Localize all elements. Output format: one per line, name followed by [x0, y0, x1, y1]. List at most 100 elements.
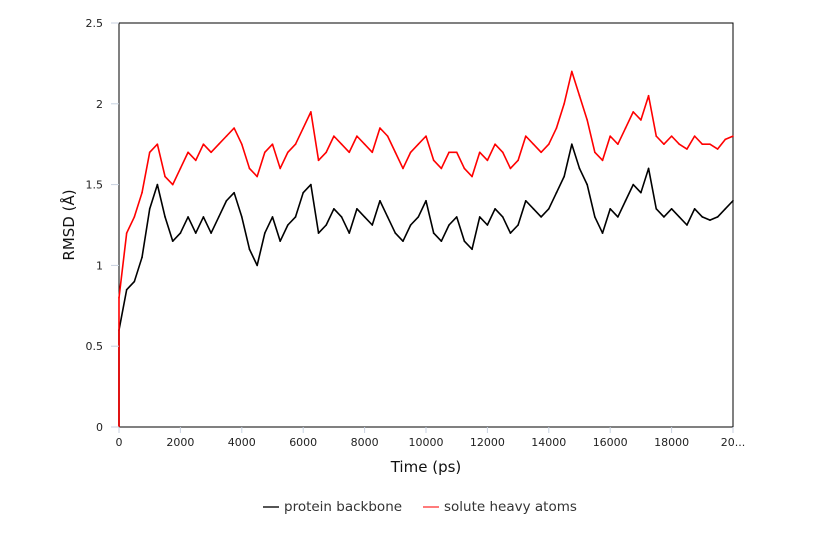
legend-item-protein-backbone[interactable]: protein backbone — [263, 499, 402, 515]
data-point — [448, 151, 450, 154]
data-point — [271, 143, 274, 145]
data-point — [463, 240, 466, 242]
data-point — [156, 183, 159, 186]
legend-item-solute-heavy-atoms[interactable]: solute heavy atoms — [423, 499, 577, 515]
data-point — [555, 191, 558, 194]
data-point — [133, 280, 136, 283]
data-point — [501, 216, 504, 218]
data-point — [141, 191, 143, 194]
data-point — [732, 135, 734, 137]
data-point — [440, 167, 443, 170]
data-point — [532, 208, 535, 210]
data-point — [379, 199, 381, 202]
data-point — [317, 159, 320, 162]
data-point — [494, 208, 496, 210]
data-point — [586, 119, 588, 121]
x-tick-label: 4000 — [228, 436, 256, 449]
y-axis: 0 0.5 1 1.5 2 2.5 — [86, 17, 119, 434]
data-point — [371, 224, 374, 226]
data-point — [287, 224, 289, 226]
y-tick-label: 2 — [96, 98, 103, 111]
data-point — [202, 216, 205, 218]
data-point — [548, 143, 550, 145]
data-point — [578, 94, 581, 97]
data-point — [709, 143, 711, 145]
data-point — [647, 167, 650, 170]
data-point — [617, 216, 619, 218]
data-point — [386, 216, 389, 218]
data-point — [609, 135, 611, 137]
data-point — [363, 143, 366, 145]
data-point — [225, 199, 228, 202]
data-point — [171, 240, 174, 242]
data-point — [701, 143, 704, 145]
data-point — [141, 256, 143, 259]
data-point — [394, 232, 397, 234]
data-point — [171, 183, 174, 186]
data-point — [486, 159, 489, 162]
data-point — [425, 135, 427, 137]
x-tick-label: 6000 — [289, 436, 317, 449]
data-point — [310, 111, 312, 113]
data-point — [640, 191, 642, 194]
data-point — [632, 183, 635, 186]
data-point — [455, 151, 458, 154]
data-point — [448, 224, 450, 226]
data-point — [409, 151, 412, 154]
data-point — [194, 159, 197, 162]
data-point — [264, 232, 266, 234]
data-point — [471, 248, 473, 251]
data-point — [540, 216, 542, 218]
x-axis: 0 2000 4000 6000 8000 10000 12000 14000 16000 180… — [116, 427, 746, 449]
data-point — [571, 143, 573, 145]
data-point — [563, 175, 565, 178]
data-point — [524, 199, 527, 202]
data-point — [210, 151, 212, 154]
data-point — [287, 151, 289, 154]
x-axis-title: Time (ps) — [390, 458, 462, 476]
data-point — [663, 143, 665, 145]
data-point — [455, 216, 458, 218]
data-point — [655, 135, 658, 137]
data-point — [402, 167, 404, 170]
data-point — [471, 175, 473, 178]
data-point — [118, 296, 120, 299]
data-point — [463, 167, 466, 170]
data-point — [194, 232, 197, 234]
data-point — [217, 143, 220, 145]
data-point — [264, 151, 266, 154]
data-point — [202, 143, 205, 145]
data-point — [693, 135, 696, 137]
data-point — [179, 232, 182, 234]
data-point — [624, 127, 627, 129]
plot-frame — [118, 22, 734, 428]
data-point — [478, 151, 481, 154]
x-tick-label: 20... — [721, 436, 746, 449]
data-point — [517, 159, 519, 162]
data-point — [302, 191, 305, 194]
data-point — [724, 138, 727, 141]
data-point — [432, 159, 435, 162]
data-point — [164, 175, 166, 178]
data-point — [486, 224, 489, 226]
data-point — [494, 143, 496, 145]
data-point — [609, 208, 611, 210]
data-point — [371, 151, 374, 154]
data-point — [732, 199, 734, 202]
data-point — [348, 232, 351, 234]
data-point — [601, 232, 604, 234]
data-point — [363, 216, 366, 218]
data-point — [617, 143, 619, 145]
y-tick-label: 1 — [96, 259, 103, 272]
data-point — [248, 248, 251, 251]
data-point — [524, 135, 527, 137]
data-point — [509, 232, 512, 234]
data-point — [156, 143, 159, 145]
data-point — [693, 208, 696, 210]
series-line-solute-heavy-atoms — [118, 70, 734, 427]
data-point — [356, 135, 358, 137]
data-point — [701, 216, 704, 218]
data-point — [478, 216, 481, 218]
data-point — [333, 208, 335, 210]
data-point — [333, 135, 335, 137]
